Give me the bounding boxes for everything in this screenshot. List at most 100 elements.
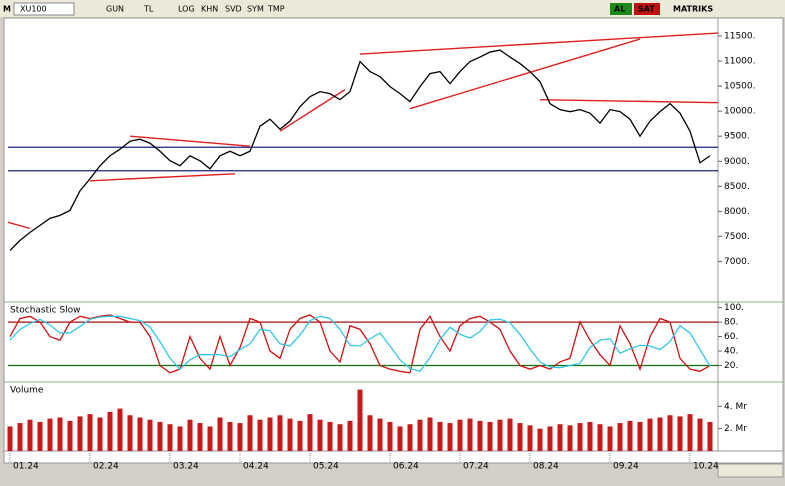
y-tick-label: 80.: [724, 318, 738, 328]
symbol-box[interactable]: [13, 2, 75, 16]
volume-bar: [307, 414, 313, 451]
volume-bar: [537, 428, 543, 451]
trend-line: [89, 173, 236, 182]
volume-bar: [367, 415, 373, 451]
buy-box[interactable]: [610, 3, 632, 15]
volume-bar: [697, 418, 703, 451]
volume-bar: [417, 419, 423, 451]
y-tick-label: 8000.: [724, 207, 750, 217]
volume-bar: [667, 415, 673, 451]
volume-bar: [477, 420, 483, 451]
volume-bar: [387, 421, 393, 451]
panel-title: Volume: [10, 386, 44, 396]
x-tick-label: 01.24: [13, 462, 39, 472]
volume-bar: [277, 415, 283, 451]
y-tick-label: 9000.: [724, 157, 750, 167]
volume-bar: [197, 423, 203, 451]
volume-bar: [457, 419, 463, 451]
tmp-button[interactable]: TMP: [267, 5, 285, 14]
volume-bar: [617, 423, 623, 451]
volume-bar: [167, 424, 173, 451]
volume-bar: [97, 417, 103, 451]
volume-bar: [407, 424, 413, 451]
menu-button[interactable]: M: [3, 5, 11, 14]
y-tick-label: 4. Mr: [724, 402, 747, 412]
x-tick-label: 04.24: [243, 462, 269, 472]
volume-bar: [187, 419, 193, 451]
volume-bar: [487, 421, 493, 451]
x-tick-label: 09.24: [613, 462, 639, 472]
volume-bar: [547, 426, 553, 451]
y-tick-label: 20.: [724, 361, 738, 371]
volume-bar: [517, 423, 523, 451]
volume-bar: [317, 419, 323, 451]
scrollbar[interactable]: [717, 463, 784, 478]
volume-bar: [77, 416, 83, 451]
volume-bar: [147, 419, 153, 451]
trend-line: [409, 38, 641, 110]
volume-bar: [237, 423, 243, 451]
x-tick-label: 03.24: [173, 462, 199, 472]
y-tick-label: 7000.: [724, 257, 750, 267]
brand: MATRIKS: [673, 5, 713, 14]
volume-bar: [507, 418, 513, 451]
volume-bar: [427, 417, 433, 451]
trend-line: [539, 98, 719, 104]
volume-bar: [527, 425, 533, 451]
sell-box[interactable]: [634, 3, 660, 15]
x-tick-label: 02.24: [93, 462, 119, 472]
x-tick-label: 07.24: [463, 462, 489, 472]
volume-bar: [707, 421, 713, 451]
chart-area: [3, 17, 784, 464]
symbol[interactable]: XU100: [20, 5, 47, 14]
volume-bar: [217, 417, 223, 451]
y-tick-label: 7500.: [724, 232, 750, 242]
volume-bar: [157, 421, 163, 451]
volume-bar: [257, 419, 263, 451]
y-tick-label: 10000.: [724, 107, 756, 117]
volume-bar: [597, 424, 603, 451]
sell-button[interactable]: SAT: [638, 5, 655, 14]
volume-bar: [627, 420, 633, 451]
volume-bar: [37, 421, 43, 451]
currency-button[interactable]: TL: [143, 5, 154, 14]
volume-bar: [57, 417, 63, 451]
volume-bar: [347, 420, 353, 451]
period-button[interactable]: GUN: [106, 5, 124, 14]
sym-button[interactable]: SYM: [247, 5, 264, 14]
volume-bar: [137, 417, 143, 451]
volume-bar: [247, 415, 253, 451]
volume-bar: [27, 419, 33, 451]
trend-line: [129, 135, 251, 147]
volume-bar: [647, 418, 653, 451]
y-tick-label: 60.: [724, 332, 738, 342]
log-button[interactable]: LOG: [178, 5, 195, 14]
volume-bar: [447, 423, 453, 451]
volume-bar: [587, 421, 593, 451]
volume-bar: [327, 421, 333, 451]
svd-button[interactable]: SVD: [225, 5, 242, 14]
series-line: [9, 49, 711, 251]
x-tick-label: 05.24: [313, 462, 339, 472]
volume-bar: [497, 419, 503, 451]
volume-bar: [7, 426, 13, 451]
y-tick-label: 10500.: [724, 82, 756, 92]
x-tick-label: 06.24: [393, 462, 419, 472]
volume-bar: [377, 418, 383, 451]
buy-button[interactable]: AL: [614, 5, 625, 14]
volume-bar: [607, 426, 613, 451]
volume-bar: [687, 414, 693, 451]
y-tick-label: 40.: [724, 347, 738, 357]
volume-bar: [117, 408, 123, 451]
volume-bar: [397, 426, 403, 451]
volume-bar: [437, 421, 443, 451]
volume-bar: [67, 420, 73, 451]
volume-bar: [297, 420, 303, 451]
volume-bar: [357, 389, 363, 451]
y-tick-label: 2. Mr: [724, 424, 747, 434]
volume-bar: [127, 415, 133, 451]
volume-bar: [87, 414, 93, 451]
khn-button[interactable]: KHN: [201, 5, 218, 14]
